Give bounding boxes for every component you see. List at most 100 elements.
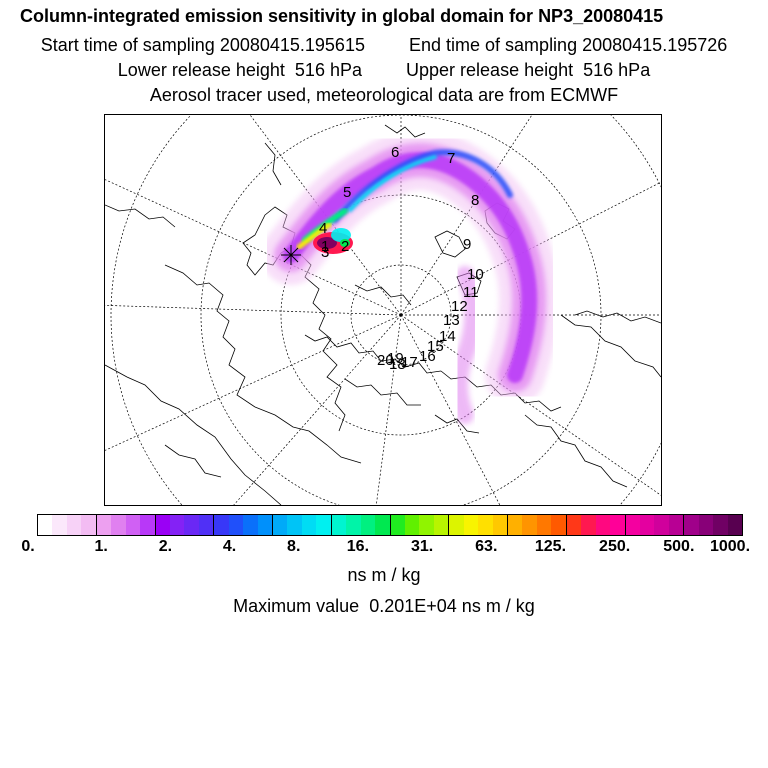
- colorbar-cell: [38, 515, 53, 535]
- colorbar-cell: [287, 515, 302, 535]
- colorbar-cell: [610, 515, 625, 535]
- day-label-4: 4: [319, 220, 327, 237]
- end-time-label: End time of sampling: [409, 35, 578, 55]
- colorbar-cell: [375, 515, 390, 535]
- colorbar-cell: [683, 515, 699, 535]
- colorbar-tick-label: 16.: [346, 538, 370, 555]
- colorbar-cell: [169, 515, 185, 535]
- day-label-2: 2: [341, 238, 349, 255]
- colorbar-tick-label: 0.: [21, 538, 35, 555]
- upper-release-label: Upper release height: [406, 60, 574, 80]
- colorbar-tick-label: 63.: [475, 538, 498, 555]
- colorbar-cell: [639, 515, 655, 535]
- colorbar-cell: [448, 515, 464, 535]
- colorbar-units: ns m / kg: [347, 565, 421, 585]
- lower-release-value: 516 hPa: [294, 60, 362, 80]
- colorbar: [37, 514, 743, 536]
- colorbar-cell: [433, 515, 449, 535]
- colorbar-cell: [95, 515, 112, 535]
- polar-map: 1 2 3 4 5 6 7 8 9 10 11 12 13 14 15 16 1…: [104, 114, 662, 506]
- colorbar-cell: [404, 515, 420, 535]
- colorbar-cell: [154, 515, 170, 535]
- colorbar-cell: [111, 515, 126, 535]
- colorbar-tick-label: 2.: [158, 538, 173, 555]
- emission-plume: [261, 130, 560, 424]
- start-time-label: Start time of sampling: [40, 35, 215, 55]
- tracer-info: Aerosol tracer used, meteorological data…: [149, 85, 619, 105]
- day-label-13: 13: [443, 312, 460, 329]
- day-label-16: 16: [419, 348, 436, 365]
- day-label-9: 9: [463, 236, 471, 253]
- maximum-value-number: 0.201E+04 ns m / kg: [369, 596, 535, 616]
- maximum-value: Maximum value 0.201E+04 ns m / kg: [0, 596, 768, 617]
- colorbar-tick-label: 250.: [599, 538, 631, 555]
- day-label-17: 17: [401, 354, 418, 371]
- colorbar-cell: [272, 515, 288, 535]
- colorbar-cell: [581, 515, 596, 535]
- day-label-15: 15: [427, 338, 444, 355]
- colorbar-cell: [536, 515, 552, 535]
- colorbar-cell: [551, 515, 566, 535]
- page-title: Column-integrated emission sensitivity i…: [20, 6, 664, 26]
- colorbar-cell: [140, 515, 155, 535]
- colorbar-tick-label: 4.: [222, 538, 237, 555]
- colorbar-cell: [330, 515, 347, 535]
- upper-release-value: 516 hPa: [583, 60, 651, 80]
- day-label-19: 19: [387, 350, 404, 367]
- day-label-14: 14: [439, 328, 456, 345]
- colorbar-tick-label: 125.: [534, 538, 567, 555]
- start-time-value: 20080415.195615: [219, 35, 365, 55]
- colorbar-cell: [478, 515, 493, 535]
- colorbar-cell: [66, 515, 82, 535]
- colorbar-tick-label: 1000.: [709, 538, 751, 555]
- colorbar-cell: [668, 515, 684, 535]
- day-label-7: 7: [447, 150, 455, 167]
- colorbar-cell: [213, 515, 229, 535]
- colorbar-cell: [713, 515, 728, 535]
- colorbar-cell: [595, 515, 611, 535]
- colorbar-cell: [419, 515, 434, 535]
- colorbar-cell: [654, 515, 669, 535]
- colorbar-cell: [81, 515, 96, 535]
- colorbar-tick-label: 31.: [410, 538, 434, 555]
- colorbar-cell: [507, 515, 523, 535]
- colorbar-ticks: 0. 1. 2. 4. 8. 16. 31. 63. 125. 250. 500. 1000.: [0, 538, 768, 558]
- day-label-10: 10: [467, 266, 484, 283]
- colorbar-cell: [52, 515, 67, 535]
- colorbar-cell: [228, 515, 244, 535]
- day-label-5: 5: [343, 184, 351, 201]
- colorbar-cell: [346, 515, 361, 535]
- colorbar-cell: [463, 515, 479, 535]
- release-marker: [281, 245, 301, 265]
- day-label-1: 1: [321, 238, 329, 255]
- colorbar-cell: [360, 515, 376, 535]
- maximum-value-label: Maximum value: [233, 596, 360, 616]
- colorbar-cell: [301, 515, 317, 535]
- colorbar-tick-label: 1.: [94, 538, 108, 555]
- day-label-6: 6: [391, 144, 399, 161]
- colorbar-tick-label: 8.: [287, 538, 301, 555]
- colorbar-cell: [316, 515, 331, 535]
- day-label-12: 12: [451, 298, 468, 315]
- day-labels: 1 2 3 4 5 6 7 8 9 10 11 12 13 14 15 16 1…: [319, 144, 484, 373]
- colorbar-cell: [522, 515, 537, 535]
- end-time-value: 20080415.195726: [582, 35, 728, 55]
- colorbar-cell: [698, 515, 714, 535]
- day-label-3: 3: [321, 244, 329, 261]
- colorbar-cell: [727, 515, 742, 535]
- day-label-20: 20: [377, 352, 394, 369]
- release-heights: Lower release height 516 hPa Upper relea…: [0, 60, 768, 81]
- colorbar-cell: [624, 515, 640, 535]
- colorbar-cell: [389, 515, 405, 535]
- colorbar-cell: [125, 515, 141, 535]
- day-label-8: 8: [471, 192, 479, 209]
- colorbar-tick-label: 500.: [663, 538, 695, 555]
- lower-release-label: Lower release height: [117, 60, 285, 80]
- colorbar-cell: [492, 515, 507, 535]
- colorbar-cell: [257, 515, 272, 535]
- colorbar-cell: [243, 515, 258, 535]
- colorbar-cell: [184, 515, 199, 535]
- colorbar-cell: [198, 515, 214, 535]
- day-label-11: 11: [463, 284, 479, 301]
- day-label-18: 18: [389, 356, 406, 373]
